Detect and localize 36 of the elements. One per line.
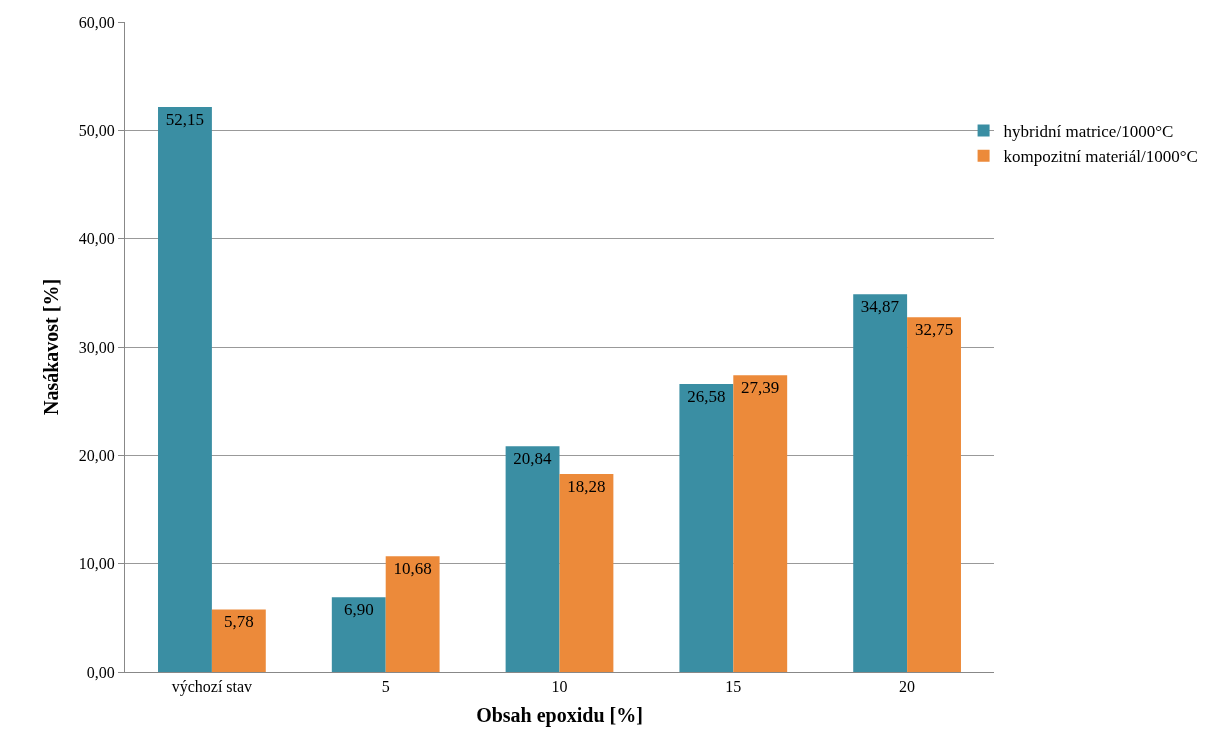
x-tick-label: výchozí stav: [171, 678, 253, 697]
bar: [559, 473, 614, 672]
y-tick-label: 40,00: [78, 230, 115, 248]
data-label: 52,15: [165, 110, 205, 130]
x-tick-label: 10: [551, 678, 568, 696]
bar: [211, 609, 266, 672]
data-label: 26,58: [687, 387, 726, 407]
bar: [331, 597, 386, 672]
legend-label: hybridní matrice/1000°C: [1003, 122, 1174, 142]
data-label: 20,84: [513, 449, 552, 469]
bar: [853, 294, 908, 672]
y-tick-label: 20,00: [78, 446, 115, 464]
y-tick-label: 10,00: [78, 555, 115, 573]
y-axis-title: Nasákavost [%]: [40, 278, 63, 416]
data-label: 5,78: [223, 612, 254, 632]
legend-label: kompozitní materiál/1000°C: [1003, 147, 1198, 167]
x-tick-label: 20: [899, 678, 916, 696]
data-label: 32,75: [914, 320, 954, 340]
y-tick-label: 50,00: [78, 121, 115, 139]
bar: [679, 384, 734, 672]
data-label: 18,28: [567, 476, 606, 496]
x-axis-title: Obsah epoxidu [%]: [476, 703, 643, 727]
bar: [158, 107, 212, 672]
y-tick-label: 30,00: [78, 338, 115, 356]
bar: [505, 446, 560, 672]
bar: [385, 556, 440, 672]
data-label: 27,39: [741, 378, 780, 398]
data-label: 6,90: [343, 600, 374, 620]
x-tick-label: 15: [725, 678, 742, 696]
bar: [907, 317, 961, 672]
data-label: 34,87: [860, 297, 900, 317]
x-tick-label: 5: [381, 678, 390, 696]
bar: [733, 375, 788, 672]
y-tick-label: 60,00: [78, 13, 115, 31]
y-tick-label: 0,00: [86, 663, 115, 681]
data-label: 10,68: [393, 559, 432, 579]
